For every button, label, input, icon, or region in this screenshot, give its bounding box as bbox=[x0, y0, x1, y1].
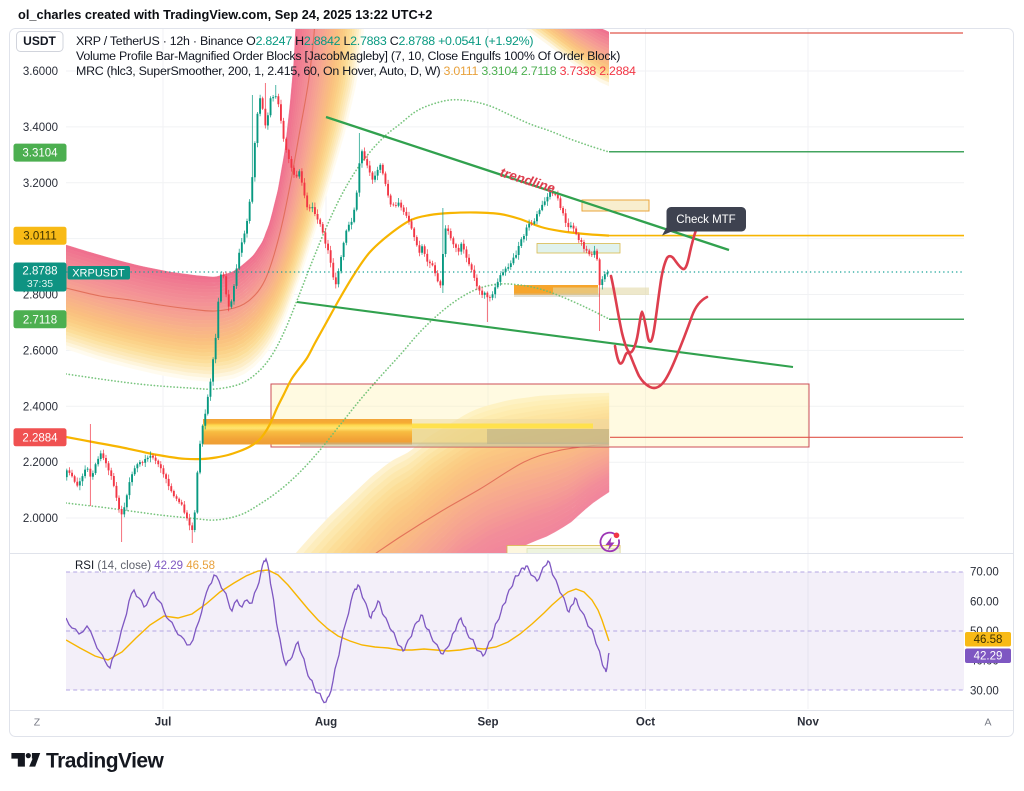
svg-text:42.29: 42.29 bbox=[974, 651, 1003, 663]
svg-text:46.58: 46.58 bbox=[974, 634, 1003, 646]
svg-text:2.2000: 2.2000 bbox=[23, 457, 58, 469]
svg-text:70.00: 70.00 bbox=[970, 567, 999, 579]
svg-text:Sep: Sep bbox=[477, 717, 498, 729]
svg-text:3.4000: 3.4000 bbox=[23, 122, 58, 134]
svg-text:Volume Profile Bar-Magnified O: Volume Profile Bar-Magnified Order Block… bbox=[76, 49, 620, 63]
svg-text:MRC (hlc3, SuperSmoother, 200,: MRC (hlc3, SuperSmoother, 200, 1, 2.415,… bbox=[76, 64, 636, 78]
svg-text:3.0111: 3.0111 bbox=[23, 231, 56, 243]
svg-text:RSI (14, close) 42.29 46.58: RSI (14, close) 42.29 46.58 bbox=[75, 560, 215, 572]
svg-text:60.00: 60.00 bbox=[970, 597, 999, 609]
svg-text:3.3104: 3.3104 bbox=[22, 148, 58, 160]
svg-text:37:35: 37:35 bbox=[27, 278, 53, 290]
svg-text:XRP / TetherUS · 12h · Binance: XRP / TetherUS · 12h · Binance O2.8247 H… bbox=[76, 34, 533, 48]
svg-text:2.2884: 2.2884 bbox=[22, 432, 58, 444]
svg-text:3.6000: 3.6000 bbox=[23, 66, 58, 78]
svg-text:2.4000: 2.4000 bbox=[23, 401, 58, 413]
svg-text:TradingView: TradingView bbox=[46, 750, 164, 773]
svg-text:Aug: Aug bbox=[315, 717, 337, 729]
svg-text:Z: Z bbox=[34, 717, 41, 729]
svg-text:A: A bbox=[984, 717, 991, 729]
svg-text:Nov: Nov bbox=[797, 717, 819, 729]
svg-text:XRPUSDT: XRPUSDT bbox=[72, 268, 125, 280]
svg-text:2.6000: 2.6000 bbox=[23, 345, 58, 357]
svg-text:Check MTF: Check MTF bbox=[676, 214, 735, 226]
svg-text:2.8000: 2.8000 bbox=[23, 290, 58, 302]
svg-text:USDT: USDT bbox=[23, 34, 56, 48]
svg-text:2.0000: 2.0000 bbox=[23, 513, 58, 525]
svg-text:Jul: Jul bbox=[155, 717, 172, 729]
svg-text:Oct: Oct bbox=[636, 717, 655, 729]
svg-text:2.8788: 2.8788 bbox=[22, 266, 57, 278]
svg-text:3.2000: 3.2000 bbox=[23, 178, 58, 190]
svg-text:30.00: 30.00 bbox=[970, 685, 999, 697]
svg-text:2.7118: 2.7118 bbox=[23, 314, 57, 326]
svg-text:ol_charles created with Tradin: ol_charles created with TradingView.com,… bbox=[18, 7, 432, 22]
